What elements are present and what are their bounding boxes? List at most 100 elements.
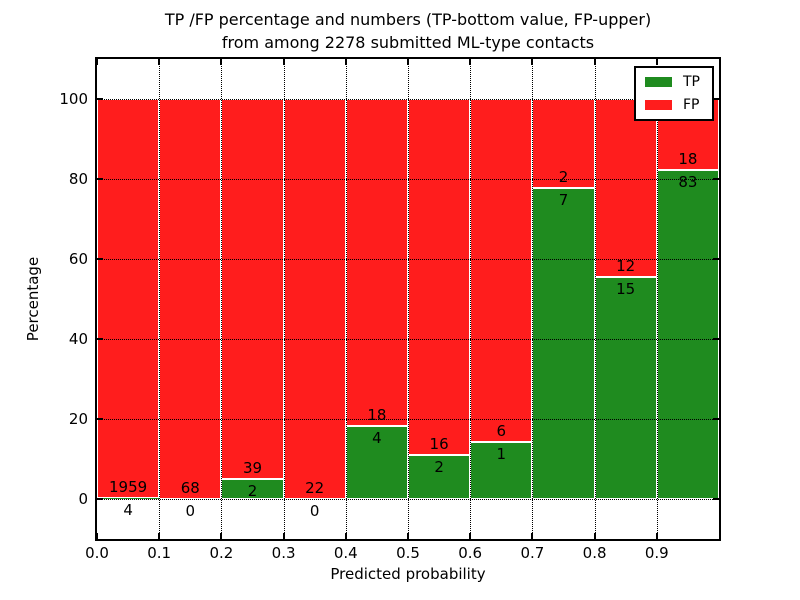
x-tick-bottom [220,533,223,539]
y-tick-label: 40 [68,330,88,348]
x-tick-top [158,59,161,65]
tp-count-label: 2 [434,457,444,476]
fp-bar-segment [283,99,346,499]
tp-count-label: 83 [678,173,698,192]
x-tick-label: 0.0 [85,544,109,562]
fp-bar-segment [221,99,284,480]
x-tick-bottom [593,533,596,539]
x-tick-bottom [469,533,472,539]
fp-count-label: 22 [305,479,325,497]
x-tick-top [531,59,534,65]
fp-count-label: 39 [242,459,263,478]
fp-count-label: 2 [558,167,569,186]
tp-bar-segment [470,441,533,499]
x-tick-top [220,59,223,65]
tp-bar-segment [408,454,471,499]
y-tick-label: 80 [68,170,88,188]
y-tick-right [713,498,719,500]
v-gridline [159,59,161,539]
y-tick-label: 0 [78,490,88,508]
tp-count-label: 4 [123,501,133,520]
fp-bar-segment [97,99,160,499]
x-tick-bottom [531,533,534,539]
fp-count-label: 18 [367,406,387,425]
x-tick-top [593,59,596,65]
y-tick-left [97,498,103,500]
fp-bar-segment [594,99,657,277]
tp-count-label: 7 [558,190,569,209]
x-tick-label: 0.6 [458,544,483,562]
y-tick-left [97,338,103,340]
v-gridline [532,59,534,539]
x-tick-label: 0.1 [147,544,172,562]
y-tick-right [713,258,719,260]
v-gridline [594,59,596,539]
x-tick-bottom [407,533,409,539]
chart-title-line1: TP /FP percentage and numbers (TP-bottom… [164,10,652,29]
y-axis-title: Percentage [24,256,42,342]
y-tick-left [97,258,103,260]
x-tick-label: 0.2 [209,544,234,562]
x-tick-label: 0.8 [582,544,607,562]
legend-row-fp: FP [645,98,700,112]
tp-count-label: 1 [496,444,507,463]
fp-count-label: 16 [429,434,449,453]
fp-bar-segment [408,99,471,455]
chart-title-line2: from among 2278 submitted ML-type contac… [221,33,595,52]
y-tick-label: 20 [68,410,88,428]
tp-count-label: 0 [185,502,196,520]
y-tick-right [713,178,719,180]
y-tick-right [713,98,719,100]
legend-row-tp: TP [645,75,700,89]
legend: TP FP [634,66,714,121]
x-tick-label: 0.5 [396,544,420,562]
tp-bar-segment [656,170,719,499]
y-tick-label: 100 [59,90,88,108]
x-axis-title: Predicted probability [330,565,486,583]
v-gridline [283,59,285,539]
x-tick-top [655,59,658,65]
fp-bar-segment [345,99,408,427]
y-tick-label: 60 [68,250,88,268]
tp-count-label: 4 [372,429,382,448]
x-tick-bottom [282,533,285,539]
fp-bar-segment [159,99,222,499]
y-tick-left [97,418,103,420]
tp-legend-swatch-icon [645,77,672,87]
tp-bar-segment [532,187,595,499]
fp-legend-swatch-icon [645,100,672,110]
plot-area: TP FP 1959 4 68 0 39 2 22 0 18 4 16 2 6 1 2 7 12 15 18 83 [95,57,721,541]
fp-count-label: 18 [678,150,698,169]
fp-count-label: 68 [180,479,200,497]
tp-legend-label: TP [683,74,700,90]
v-gridline [656,59,658,539]
x-tick-label: 0.9 [644,544,669,562]
x-tick-bottom [158,533,161,539]
y-tick-right [713,338,719,340]
fp-bar-segment [470,99,533,442]
v-gridline [408,59,409,539]
y-tick-left [97,98,103,100]
tp-bar-segment [97,498,160,499]
y-tick-right [713,418,719,420]
fp-count-label: 12 [616,256,636,275]
x-tick-label: 0.3 [271,544,296,562]
fp-count-label: 1959 [109,478,148,497]
chart-title: TP /FP percentage and numbers (TP-bottom… [97,8,719,54]
y-tick-left [97,178,103,180]
x-tick-bottom [96,533,98,539]
x-tick-top [96,59,98,65]
x-tick-label: 0.4 [333,544,358,562]
tp-count-label: 0 [309,502,320,520]
tp-count-label: 15 [616,279,636,298]
fp-count-label: 6 [496,421,507,440]
fp-legend-label: FP [683,97,700,113]
x-tick-top [469,59,472,65]
x-tick-bottom [344,533,347,539]
x-tick-label: 0.7 [520,544,545,562]
v-gridline [470,59,472,539]
tp-bar-segment [594,276,657,499]
tp-count-label: 2 [247,482,258,501]
v-gridline [221,59,223,539]
